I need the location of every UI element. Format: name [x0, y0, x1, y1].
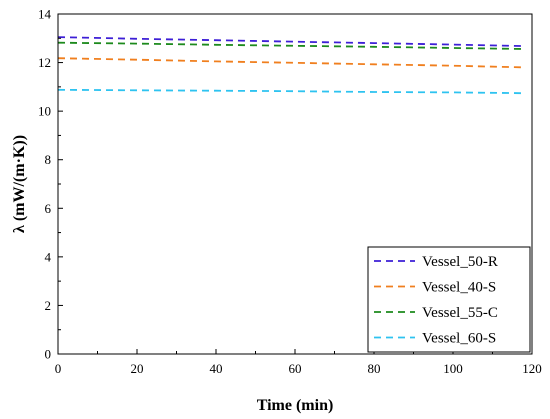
x-tick-label: 80	[368, 361, 381, 376]
y-axis: 0 2 4 6 8 10 12 14	[38, 7, 63, 362]
y-tick-label: 4	[45, 249, 52, 264]
x-tick-label: 100	[443, 361, 463, 376]
legend-label: Vessel_40-S	[422, 280, 496, 296]
y-tick-label: 12	[38, 55, 51, 70]
x-axis-title: Time (min)	[257, 397, 334, 414]
x-tick-label: 20	[131, 361, 144, 376]
x-tick-label: 120	[522, 361, 542, 376]
x-tick-label: 40	[210, 361, 223, 376]
legend-label: Vessel_60-S	[422, 331, 496, 347]
y-tick-label: 0	[45, 347, 52, 362]
legend: Vessel_50-R Vessel_40-S Vessel_55-C Vessel_…	[367, 246, 531, 353]
legend-label: Vessel_50-R	[422, 254, 498, 270]
y-tick-label: 10	[38, 104, 51, 119]
series-line-vessel-60-s	[57, 88, 525, 95]
series-line-vessel-50-r	[57, 36, 525, 47]
legend-label: Vessel_55-C	[422, 305, 498, 321]
y-tick-label: 14	[38, 7, 52, 22]
x-tick-label: 0	[55, 361, 62, 376]
x-tick-label: 60	[289, 361, 302, 376]
x-axis: 0 20 40 60 80 100 120	[55, 349, 542, 376]
y-tick-label: 8	[45, 152, 52, 167]
y-tick-label: 2	[45, 298, 52, 313]
y-tick-label: 6	[45, 201, 52, 216]
y-axis-title: λ (mW/(m·K))	[11, 135, 28, 233]
series-lines	[57, 36, 525, 95]
legend-box	[367, 246, 531, 353]
series-line-vessel-40-s	[57, 57, 525, 69]
series-line-vessel-55-c	[57, 41, 525, 50]
